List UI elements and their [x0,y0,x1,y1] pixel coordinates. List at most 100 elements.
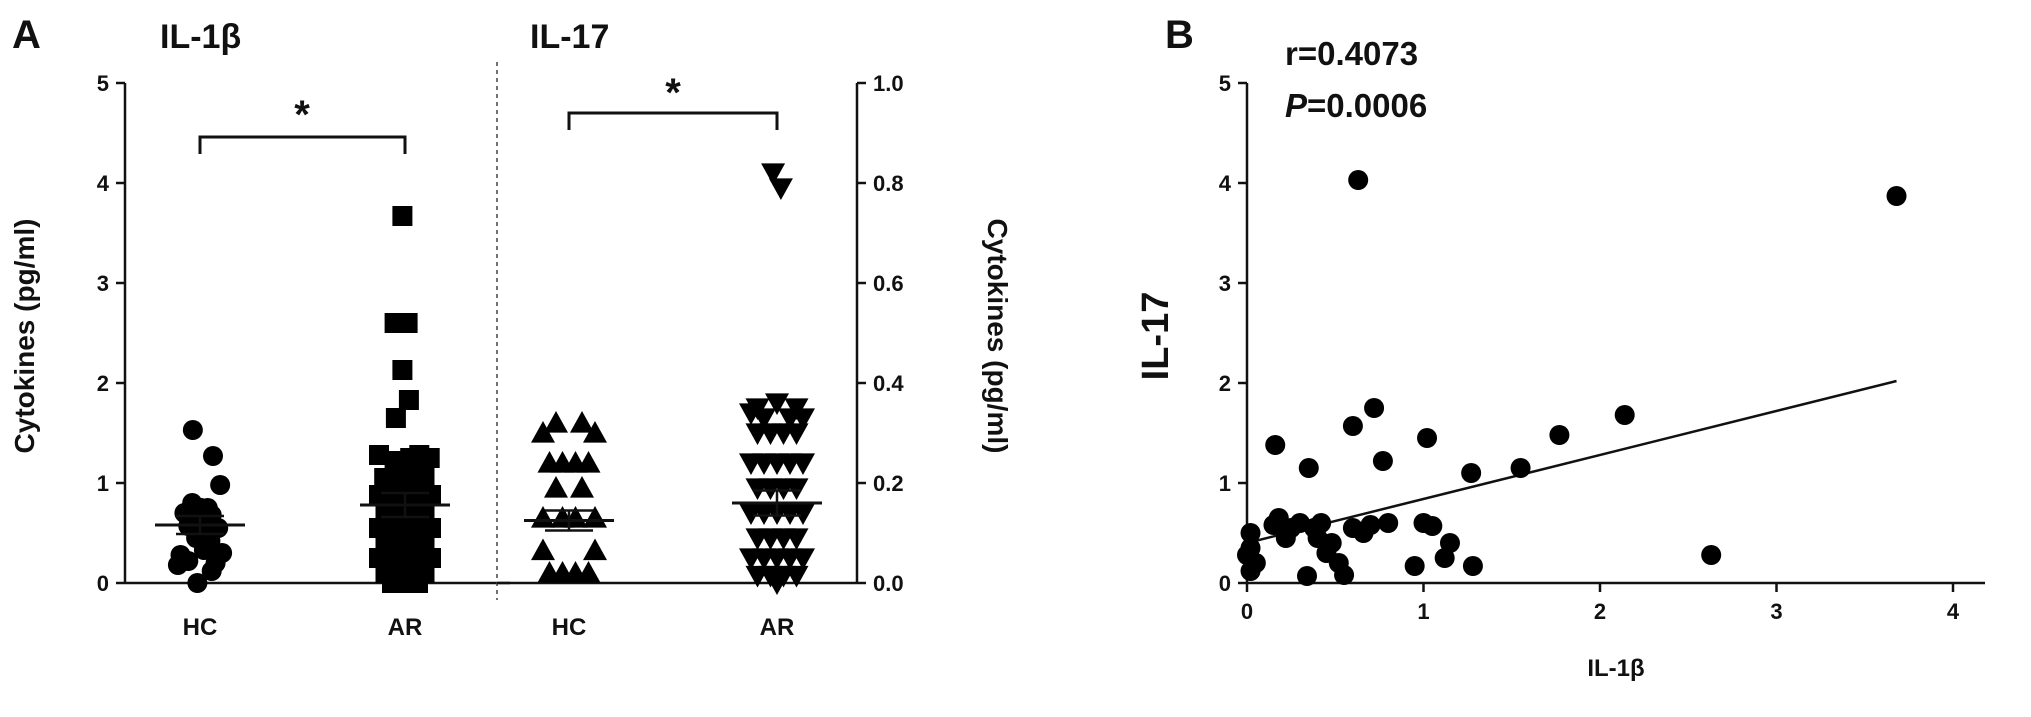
il17-point [531,421,555,443]
il17-point [739,453,763,475]
b-point [1240,523,1261,543]
il17-point [563,451,588,473]
b-point [1417,428,1438,448]
b-point [1364,398,1385,418]
il1b-point [419,448,440,468]
b-point [1342,416,1363,436]
b-x-tick-label: 0 [1241,599,1253,624]
il17-point [544,411,568,433]
il1b-point [369,445,389,465]
b-point [1353,523,1374,543]
il1b-title: IL-1β [160,18,241,56]
il1b-point [392,360,413,380]
b-p-number: =0.0006 [1307,87,1427,124]
il17-point [576,561,601,583]
il17-point [784,478,809,500]
b-point [1263,515,1284,535]
b-point [1886,186,1907,206]
il17-point [752,408,776,430]
b-y-tick-label: 1 [1219,471,1231,496]
il1b-point [187,573,208,593]
il1b-point [398,390,419,410]
b-point [1422,516,1443,536]
b-x-tick-label: 3 [1770,599,1782,624]
b-y-tick-label: 4 [1219,171,1232,196]
b-r-value: r=0.4073 [1285,35,1418,72]
il1b-y-tick-label: 0 [97,571,109,596]
il1b-y-tick-label: 2 [97,371,109,396]
il1b-point [182,420,203,440]
b-point [1439,533,1460,553]
il1b-point [397,313,418,333]
b-point [1372,451,1393,471]
il1b-category-hc: HC [183,614,218,641]
b-point [1510,458,1531,478]
b-point [1434,548,1455,568]
il17-significance-star: * [665,71,681,115]
b-point [1462,556,1483,576]
il17-point [583,506,607,528]
il1b-point [400,448,421,468]
il17-y-tick-label: 0.0 [873,571,904,596]
b-y-axis-label: IL-17 [1135,292,1177,381]
il17-y-tick-label: 0.4 [873,371,904,396]
il17-y-tick-label: 0.8 [873,171,904,196]
il17-point [765,573,789,595]
il17-dotplot: IL-17 0.0 0.2 0.4 0.6 0.8 1.0 Cytokines (pg/m… [497,18,1013,641]
il1b-point [408,573,428,593]
b-point [1378,513,1399,533]
correlation-scatter: 0 1 2 3 4 5 0 1 2 3 4 IL-17 IL-1β r=0.4073 P=0.000… [1135,35,1985,682]
il17-point [583,538,607,561]
il17-point [784,423,809,445]
il17-point [570,476,594,498]
il17-point [583,421,607,443]
b-point [1240,561,1261,581]
il1b-point [385,408,406,428]
il1b-y-axis-label: Cytokines (pg/ml) [9,219,40,454]
il1b-y-tick-label: 3 [97,271,109,296]
b-p-label: P [1285,87,1308,124]
il17-point [791,503,815,525]
panel-b-label: B [1165,13,1194,57]
il17-point [765,393,789,415]
b-point [1461,463,1482,483]
il1b-dotplot: IL-1β 0 1 2 3 4 5 Cytokines (pg/ml) * HC AR [9,18,510,641]
il1b-significance-bracket [198,135,407,154]
il17-point [791,548,815,570]
b-point [1348,170,1369,190]
il17-point [570,411,594,433]
b-x-tick-label: 4 [1947,599,1960,624]
il17-point [531,538,555,561]
il17-y-tick-label: 0.6 [873,271,904,296]
b-y-tick-label: 2 [1219,371,1231,396]
il17-point [791,408,815,430]
b-x-tick-label: 2 [1594,599,1606,624]
b-point [1297,566,1318,586]
b-fit-line [1246,379,1897,545]
il1b-significance-star: * [294,93,310,137]
il17-point [784,565,809,588]
il17-category-hc: HC [552,614,587,641]
il1b-category-ar: AR [388,614,423,641]
il17-point [784,528,809,550]
il17-point [531,506,555,528]
b-x-axis-label: IL-1β [1587,655,1644,682]
il1b-point [201,561,222,581]
il17-title: IL-17 [530,18,609,56]
il17-point [791,453,815,475]
b-point [1334,565,1355,585]
il1b-y-tick-label: 5 [97,71,109,96]
il1b-point [167,555,188,575]
b-point [1298,458,1319,478]
il17-point [544,476,568,498]
il1b-point [210,475,231,495]
il1b-point [203,446,223,466]
il17-y-tick-label: 0.2 [873,471,904,496]
b-point [1404,556,1425,576]
il1b-y-tick-label: 4 [97,171,110,196]
b-y-tick-label: 3 [1219,271,1231,296]
b-point [1549,425,1570,445]
il17-point [768,178,793,200]
panel-a-label: A [12,13,41,57]
